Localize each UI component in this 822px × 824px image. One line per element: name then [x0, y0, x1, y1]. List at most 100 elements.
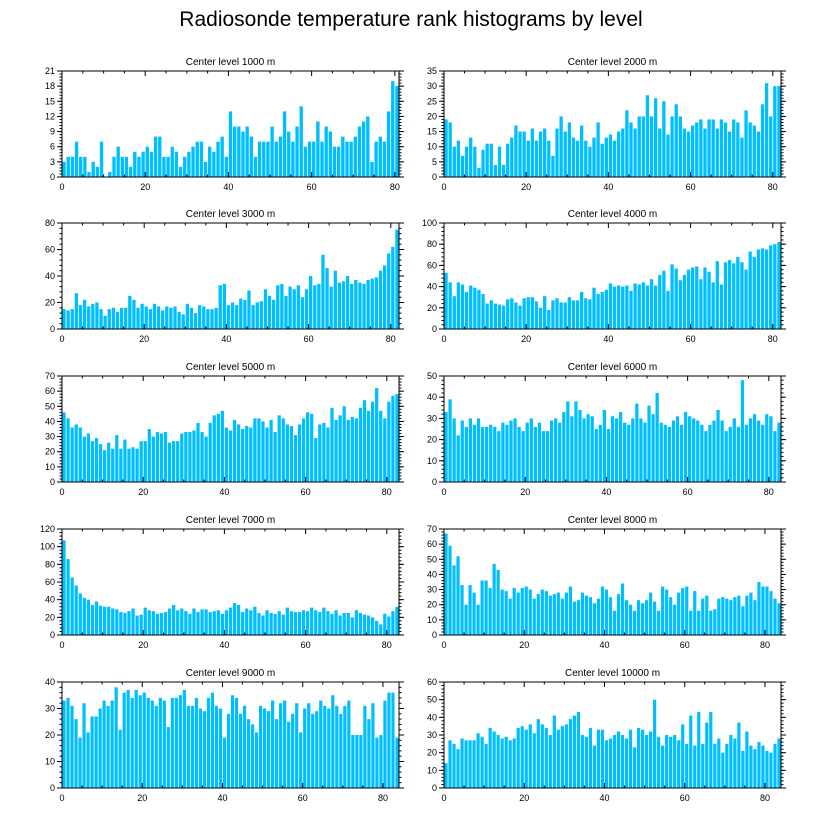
histogram-bar [711, 282, 715, 329]
histogram-bar [70, 309, 74, 330]
y-tick-label: 0 [50, 172, 55, 182]
histogram-bar [653, 699, 657, 788]
histogram-bar [456, 140, 461, 177]
histogram-bar [203, 161, 208, 177]
histogram-bar [319, 700, 323, 788]
histogram-bar [580, 735, 585, 788]
histogram-bar [773, 244, 777, 329]
y-tick-label: 100 [40, 542, 55, 552]
histogram-bar [488, 727, 492, 788]
histogram-bar [752, 256, 756, 329]
y-tick-label: 10 [427, 142, 437, 152]
histogram-bar [62, 309, 66, 330]
x-tick-label: 20 [138, 640, 148, 650]
histogram-bar [645, 600, 649, 635]
histogram-bar [635, 403, 639, 482]
histogram-bar [275, 719, 279, 788]
histogram-bar [325, 268, 329, 329]
histogram-bar [678, 280, 682, 329]
histogram-bar [493, 164, 498, 177]
histogram-bar [354, 279, 358, 329]
histogram-bar [391, 395, 395, 482]
histogram-bar [395, 606, 399, 635]
histogram-bar [62, 700, 66, 788]
histogram-bar [732, 263, 736, 329]
histogram-bar [120, 156, 125, 177]
histogram-panel: Center level 1000 m 0 20 40 60 80 0 3 6 9 12 15 18 21 [45, 57, 404, 192]
histogram-bar [127, 448, 131, 482]
histogram-bar [158, 136, 162, 177]
y-tick-label: 21 [45, 66, 55, 76]
histogram-bar [375, 388, 379, 482]
histogram-bar [489, 300, 493, 329]
histogram-bar [658, 128, 662, 177]
histogram-bar [530, 297, 535, 329]
histogram-bar [636, 727, 641, 788]
histogram-bar [496, 569, 500, 635]
x-tick-label: 60 [304, 334, 314, 344]
histogram-bar [95, 302, 99, 329]
histogram-bar [106, 705, 110, 788]
histogram-bar [485, 143, 489, 177]
histogram-bar [332, 146, 337, 177]
histogram-bar [733, 597, 737, 635]
histogram-bar [740, 137, 744, 177]
histogram-bar [291, 141, 295, 177]
x-tick-label: 20 [521, 182, 531, 192]
x-tick-label: 20 [519, 793, 529, 803]
histogram-bar [74, 719, 78, 788]
histogram-bar [492, 731, 496, 788]
histogram-bar [378, 270, 383, 329]
histogram-bar [180, 608, 184, 635]
histogram-bar [657, 610, 661, 635]
histogram-bar [764, 249, 769, 329]
histogram-bar [312, 141, 316, 177]
histogram-bar [500, 738, 504, 788]
y-tick-label: 20 [45, 298, 55, 308]
histogram-bar [669, 597, 673, 635]
histogram-bar [329, 286, 333, 329]
histogram-bar [489, 143, 493, 177]
histogram-bar [107, 309, 111, 330]
histogram-bar [629, 122, 633, 177]
histogram-bar [345, 276, 350, 329]
histogram-bar [176, 441, 180, 482]
x-tick-label: 60 [301, 487, 311, 497]
histogram-bar [493, 303, 498, 329]
histogram-bar [249, 136, 253, 177]
histogram-bar [195, 141, 199, 177]
histogram-bar [247, 290, 251, 329]
histogram-bar [588, 597, 593, 635]
y-tick-label: 80 [427, 239, 437, 249]
histogram-bar [464, 426, 468, 482]
histogram-bar [300, 297, 305, 329]
y-tick-label: 70 [45, 371, 55, 381]
histogram-bar [631, 418, 635, 482]
plot-frame [61, 70, 400, 178]
histogram-bar [711, 119, 715, 177]
histogram-bar [387, 253, 391, 329]
histogram-bar [560, 726, 564, 788]
histogram-bar [736, 256, 740, 329]
histogram-panel: Center level 4000 m 0 20 40 60 80 0 20 40 60 80 100 [422, 209, 786, 344]
histogram-bar [395, 86, 399, 177]
histogram-bar [321, 254, 325, 329]
y-tick-label: 9 [50, 127, 55, 137]
histogram-bar [564, 592, 568, 635]
y-tick-label: 25 [427, 96, 437, 106]
histogram-bar [236, 424, 241, 482]
y-tick-label: 70 [427, 524, 437, 534]
histogram-bar [530, 128, 535, 177]
histogram-bar [753, 600, 757, 635]
histogram-bar [448, 122, 452, 177]
histogram-bar [235, 305, 239, 329]
histogram-bar [257, 141, 262, 177]
y-tick-label: 20 [45, 447, 55, 457]
x-tick-label: 0 [59, 182, 64, 192]
histogram-bar [717, 738, 721, 788]
histogram-bar [70, 577, 74, 635]
histogram-bar [303, 146, 308, 177]
histogram-bar [192, 430, 196, 482]
histogram-bar [473, 146, 477, 177]
histogram-bar [334, 419, 338, 482]
